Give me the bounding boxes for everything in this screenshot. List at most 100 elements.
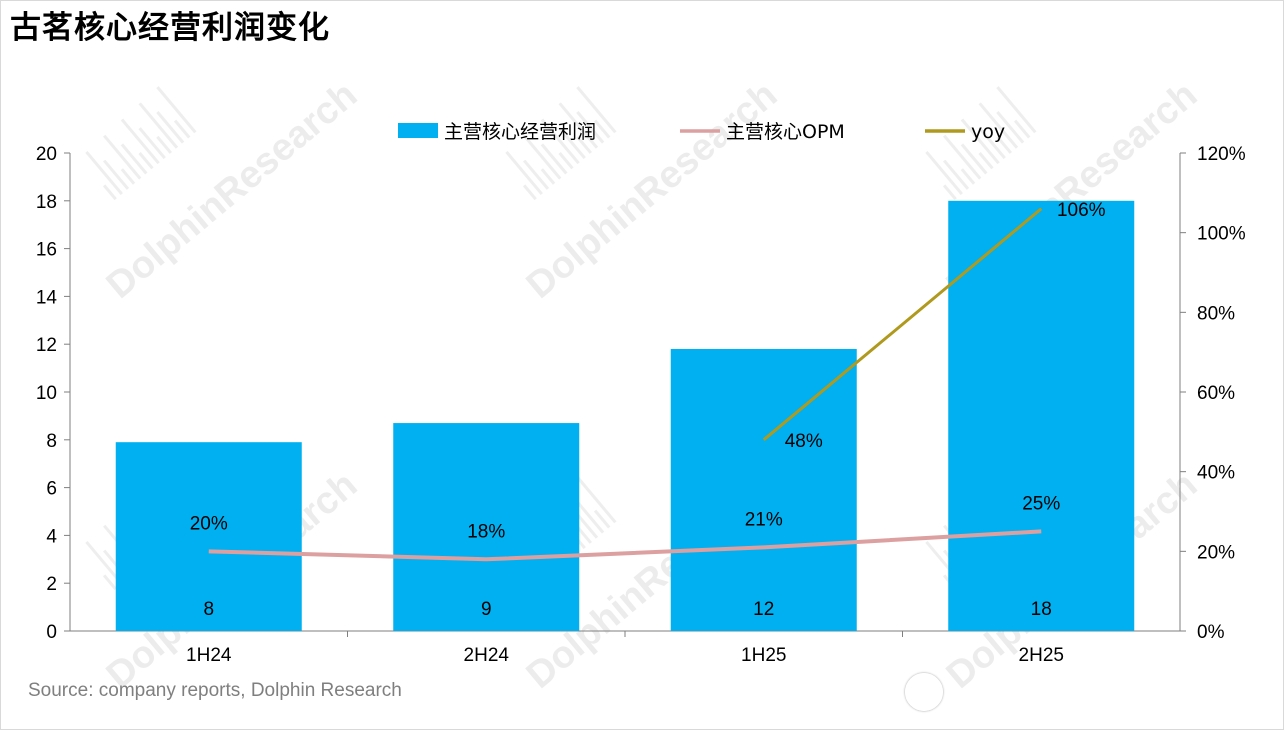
- watermark-bar-mark: [978, 102, 1019, 149]
- watermark-bar-mark: [505, 150, 543, 196]
- bar: [115, 442, 302, 631]
- line-series: [208, 207, 1043, 562]
- left-tick-label: 12: [36, 335, 57, 356]
- bar: [670, 348, 857, 631]
- watermark-bar-mark: [1013, 119, 1031, 139]
- x-tick-label: 2H25: [1019, 645, 1064, 666]
- right-tick-label: 60%: [1197, 383, 1235, 404]
- watermark-bar-mark: [960, 143, 988, 175]
- bar: [948, 200, 1135, 632]
- x-tick-label: 1H25: [741, 645, 786, 666]
- left-tick-label: 8: [46, 431, 57, 452]
- watermark-bar-mark: [925, 150, 963, 196]
- yoy-value-label: 48%: [785, 431, 823, 452]
- watermark-bar-mark: [156, 135, 172, 154]
- watermark-bar-mark: [576, 476, 617, 524]
- data-labels: 8 9 12 18 20% 18% 21% 25% 48% 106%: [190, 200, 1106, 620]
- xueqiu-logo-icon: [905, 673, 943, 711]
- left-tick-label: 10: [36, 383, 57, 404]
- xueqiu-watermark-logo: [905, 670, 943, 714]
- watermark-bar-mark: [576, 525, 592, 544]
- watermark-dolphinresearch: DolphinResearch: [85, 74, 365, 307]
- left-tick-label: 6: [46, 479, 57, 500]
- right-tick-label: 20%: [1197, 542, 1235, 563]
- opm-line: [208, 529, 1042, 562]
- watermark-bar-mark: [593, 509, 611, 529]
- watermark-bar-mark: [978, 127, 1006, 160]
- opm-value-label: 25%: [1022, 493, 1060, 514]
- right-tick-label: 120%: [1197, 144, 1246, 165]
- watermark-dolphinresearch: DolphinResearch: [505, 74, 785, 307]
- opm-value-label: 18%: [467, 521, 505, 542]
- watermark-bar-mark: [996, 135, 1012, 154]
- legend-label: 主营核心OPM: [726, 121, 845, 143]
- watermark-bar-mark: [540, 143, 568, 175]
- watermark-bar-mark: [173, 119, 191, 139]
- watermark-bar-mark: [540, 168, 556, 185]
- right-tick-label: 40%: [1197, 463, 1235, 484]
- bar-value-label: 18: [1031, 599, 1052, 620]
- left-tick-label: 2: [46, 574, 57, 595]
- bar-value-label: 12: [753, 599, 774, 620]
- watermark-bar-mark: [138, 127, 166, 160]
- left-tick-label: 4: [46, 526, 57, 547]
- bar-value-label: 8: [203, 599, 214, 620]
- watermark-bar-mark: [120, 143, 148, 175]
- axes: 0 2 4 6 8 10 12 14 16 18 20 0% 20% 40% 60% 80% 100% 120% 1…: [36, 144, 1246, 666]
- watermark-bar-mark: [576, 135, 592, 154]
- watermark-bar-mark: [85, 540, 123, 586]
- watermark-bar-mark: [540, 118, 580, 165]
- watermark-bar-mark: [138, 152, 154, 170]
- watermark-bar-mark: [138, 102, 179, 149]
- left-tick-label: 0: [46, 622, 57, 643]
- watermark-bar-mark: [102, 184, 117, 201]
- bar: [393, 423, 580, 631]
- right-tick-label: 0%: [1197, 622, 1225, 643]
- right-tick-label: 80%: [1197, 303, 1235, 324]
- watermark-bar-mark: [960, 118, 1000, 165]
- legend: 主营核心经营利润 主营核心OPM yoy: [398, 121, 1005, 143]
- watermark-bar-mark: [996, 111, 1025, 144]
- watermark-bar-mark: [943, 134, 982, 180]
- watermark-bar-mark: [558, 152, 574, 170]
- legend-swatch-bar: [398, 123, 438, 138]
- watermark-text: DolphinResearch: [519, 74, 785, 307]
- watermark-bar-mark: [593, 119, 611, 139]
- watermark-bar-mark: [120, 168, 136, 185]
- watermark-bar-mark: [85, 150, 123, 196]
- watermark-bar-mark: [103, 159, 130, 190]
- watermark-text: DolphinResearch: [99, 74, 365, 307]
- watermark-bar-mark: [558, 127, 586, 160]
- watermark-bar-mark: [576, 86, 617, 134]
- bar-value-label: 9: [481, 599, 492, 620]
- watermark-bar-mark: [576, 501, 605, 534]
- legend-label: 主营核心经营利润: [444, 121, 596, 143]
- legend-label: yoy: [971, 121, 1005, 143]
- x-tick-label: 1H24: [186, 645, 232, 666]
- chart-title: 古茗核心经营利润变化: [10, 10, 330, 46]
- watermark-bar-mark: [943, 159, 970, 190]
- watermark-bar-mark: [103, 134, 142, 180]
- left-tick-label: 14: [36, 287, 58, 308]
- yoy-value-label: 106%: [1057, 200, 1106, 221]
- watermark-bar-mark: [523, 134, 562, 180]
- watermark-bar-mark: [523, 159, 550, 190]
- watermark-bar-mark: [960, 168, 976, 185]
- watermark-bar-mark: [522, 184, 537, 201]
- watermark-bar-mark: [156, 111, 185, 144]
- watermark-bar-mark: [102, 574, 117, 591]
- opm-value-label: 20%: [190, 513, 228, 534]
- watermark-bar-mark: [942, 184, 957, 201]
- opm-value-label: 21%: [745, 509, 783, 530]
- left-tick-label: 20: [36, 144, 57, 165]
- bar-series: [115, 200, 1135, 632]
- left-tick-label: 18: [36, 192, 57, 213]
- x-tick-label: 2H24: [464, 645, 510, 666]
- watermark-bar-mark: [558, 102, 599, 149]
- watermark-bar-mark: [996, 86, 1037, 134]
- watermark-bar-mark: [120, 118, 160, 165]
- right-tick-label: 100%: [1197, 224, 1246, 245]
- yoy-line: [762, 207, 1043, 441]
